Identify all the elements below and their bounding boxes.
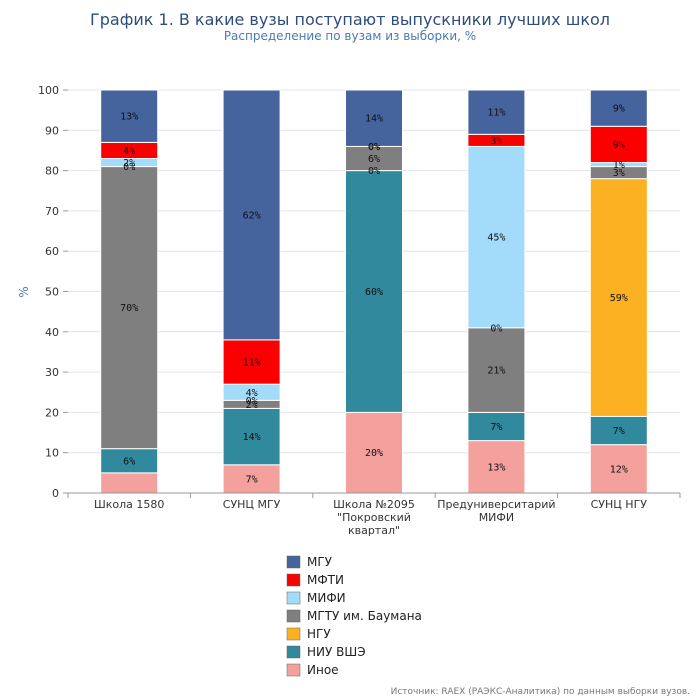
x-tick-label: Предуниверситарий МИФИ: [437, 498, 555, 524]
bar-segment: [589, 89, 648, 127]
bar-segment: [222, 339, 281, 385]
bar-segment: [345, 145, 403, 172]
legend-entry: МГТУ им. Баумана: [307, 609, 422, 623]
data-label: 6%: [123, 456, 135, 467]
y-tick-label: 80: [45, 165, 59, 178]
chart-title: График 1. В какие вузы поступают выпускн…: [90, 10, 610, 29]
y-axis-label: %: [17, 286, 31, 297]
data-label: 60%: [365, 287, 383, 298]
data-label: 11%: [243, 358, 261, 369]
legend-swatch: [286, 627, 301, 641]
bar-segment: [467, 440, 526, 494]
y-tick-label: 70: [45, 205, 59, 218]
bar-segment: [589, 125, 648, 164]
data-label: 14%: [243, 432, 261, 443]
bar-segment: [467, 89, 526, 135]
data-label: 14%: [365, 114, 383, 125]
data-label: 13%: [487, 462, 505, 473]
bar-segment: [100, 166, 159, 450]
legend-entry: МФТИ: [307, 573, 344, 587]
y-tick-label: 100: [38, 84, 59, 97]
bar-segment: [467, 327, 526, 413]
data-label: 62%: [243, 210, 261, 221]
legend-swatch: [286, 591, 301, 605]
bar-segment: [467, 145, 526, 329]
data-label: 11%: [487, 108, 505, 119]
data-label: 3%: [613, 168, 625, 179]
chart-subtitle: Распределение по вузам из выборки, %: [224, 29, 476, 43]
bar-segment: [345, 411, 403, 494]
y-tick-label: 20: [45, 406, 59, 419]
bar-segment: [222, 407, 281, 466]
data-label: 13%: [120, 112, 138, 123]
legend-swatch: [286, 645, 301, 659]
data-label: 0%: [123, 162, 135, 173]
data-label: 9%: [613, 104, 625, 115]
legend-entry: Иное: [307, 663, 339, 677]
data-label: 3%: [490, 136, 502, 147]
y-tick-label: 40: [45, 326, 59, 339]
y-axis: 0 10 20 30 40 50 60 70 80 90 100: [38, 84, 68, 500]
x-axis: Школа 1580 СУНЦ МГУ Школа №2095 "Покровский…: [67, 492, 681, 537]
data-label: 6%: [368, 154, 380, 165]
bar-segment: [345, 170, 403, 413]
data-label: 0%: [368, 166, 380, 177]
bar-segment: [345, 89, 403, 147]
bars: [100, 89, 648, 494]
data-label: 0%: [368, 142, 380, 153]
data-label: 1%: [613, 160, 625, 171]
data-label: 7%: [490, 422, 502, 433]
bar-segment: [589, 415, 648, 446]
y-tick-label: 60: [45, 245, 59, 258]
data-label: 20%: [365, 448, 383, 459]
data-label: 9%: [613, 140, 625, 151]
data-label: 0%: [246, 396, 258, 407]
y-tick-label: 30: [45, 366, 59, 379]
data-label: 59%: [610, 293, 628, 304]
data-label: 70%: [120, 303, 138, 314]
x-tick-label: СУНЦ НГУ: [591, 498, 648, 511]
data-label: 45%: [487, 233, 505, 244]
x-tick-label: Школа №2095 "Покровский квартал": [333, 498, 415, 537]
x-tick-label: Школа 1580: [94, 498, 164, 511]
data-label: 4%: [123, 146, 135, 157]
data-label: 0%: [368, 142, 380, 153]
data-label: 4%: [246, 388, 258, 399]
legend-entry: НИУ ВШЭ: [307, 645, 366, 659]
legend: МГУ МФТИ МИФИ МГТУ им. Баумана НГУ НИУ ВШЭ Ино…: [286, 555, 422, 677]
data-label: 12%: [610, 464, 628, 475]
legend-entry: НГУ: [307, 627, 331, 641]
legend-swatch: [286, 663, 301, 677]
x-tick-label: СУНЦ МГУ: [223, 498, 281, 511]
legend-entry: МГУ: [307, 555, 333, 569]
y-tick-label: 50: [45, 286, 59, 299]
legend-entry: МИФИ: [307, 591, 346, 605]
data-label: 0%: [490, 323, 502, 334]
legend-swatch: [286, 573, 301, 587]
y-tick-label: 10: [45, 447, 59, 460]
y-tick-label: 0: [52, 487, 59, 500]
bar-segment: [100, 89, 159, 143]
bar-segment: [467, 411, 526, 442]
data-label: 7%: [613, 426, 625, 437]
data-label: 2%: [246, 400, 258, 411]
data-labels: 6%70%2%4%13%7%14%2%4%11%62%20%60%6%0%0%1…: [120, 104, 628, 486]
y-tick-label: 90: [45, 124, 59, 137]
bar-segment: [222, 89, 281, 341]
legend-swatch: [286, 609, 301, 623]
data-label: 7%: [246, 474, 258, 485]
legend-swatch: [286, 555, 301, 569]
data-label: 21%: [487, 366, 505, 377]
bar-segment: [100, 472, 159, 494]
source-note: Источник: RAEX (РАЭКС-Аналитика) по данн…: [391, 687, 690, 697]
data-label: 2%: [123, 158, 135, 169]
